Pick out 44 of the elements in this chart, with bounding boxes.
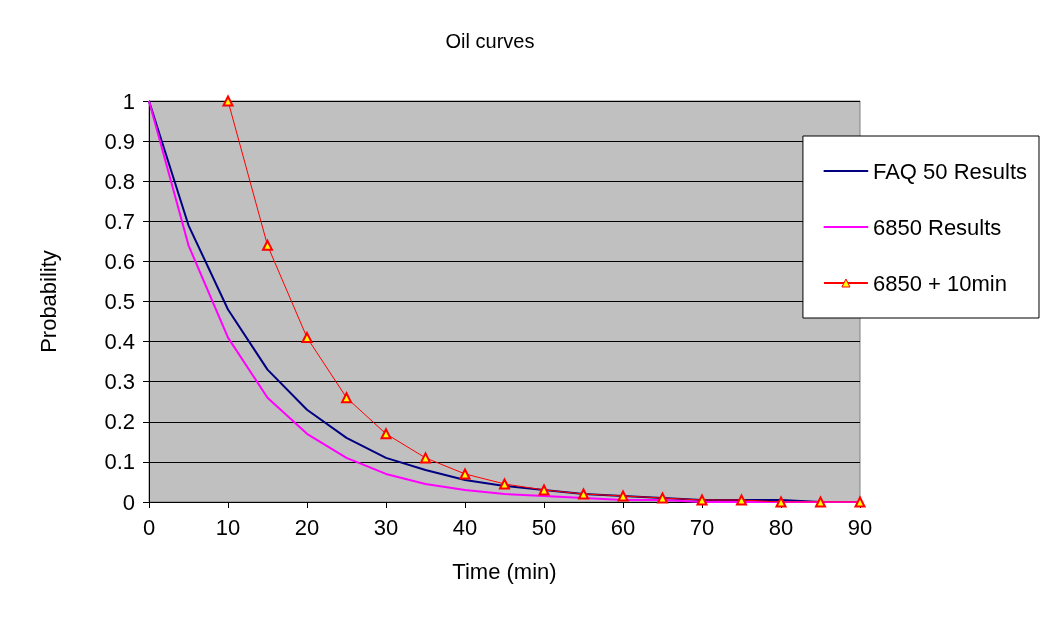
y-axis-title: Probability: [35, 250, 61, 353]
x-tick-label: 70: [689, 514, 715, 540]
point: [657, 492, 668, 504]
x-axis-title: Time (min): [452, 558, 557, 584]
x-tick-label: 20: [294, 514, 320, 540]
chart-title: Oil curves: [445, 30, 535, 52]
point: [380, 428, 392, 440]
point: [815, 496, 826, 508]
x-tick-label: 50: [531, 514, 557, 540]
y-tick-label: 0: [122, 489, 135, 515]
x-tick-label: 10: [215, 514, 241, 540]
y-tick-label: 0.9: [104, 128, 135, 154]
point: [775, 496, 787, 508]
x-tick-label: 30: [373, 514, 399, 540]
x-tick-label: 60: [610, 514, 636, 540]
y-tick-label: 0.1: [104, 449, 135, 475]
point: [341, 392, 352, 404]
point: [459, 468, 471, 480]
y-tick-label: 0.3: [104, 369, 135, 395]
point: [222, 95, 234, 107]
x-tick-label: 90: [847, 514, 873, 540]
x-tick-label: 80: [768, 514, 794, 540]
y-tick-label: 0.8: [104, 168, 135, 194]
legend-label: FAQ 50 Results: [872, 158, 1028, 184]
point: [538, 484, 550, 496]
x-tick-label: 40: [452, 514, 478, 540]
point: [262, 239, 273, 251]
y-tick-label: 0.6: [104, 248, 135, 274]
point: [420, 452, 431, 464]
point: [854, 496, 866, 508]
y-tick-label: 0.4: [104, 329, 135, 355]
point: [736, 494, 747, 506]
legend-label: 6850 + 10min: [872, 270, 1007, 296]
point: [696, 494, 708, 506]
y-tick-label: 0.7: [104, 208, 135, 234]
y-tick-label: 1: [122, 88, 135, 114]
point: [499, 478, 510, 490]
point: [578, 488, 589, 500]
point: [617, 490, 629, 502]
legend-label: 6850 Results: [872, 214, 1002, 240]
y-tick-label: 0.2: [104, 409, 135, 435]
point: [301, 332, 313, 344]
x-tick-label: 0: [142, 514, 156, 540]
y-tick-label: 0.5: [104, 289, 135, 314]
